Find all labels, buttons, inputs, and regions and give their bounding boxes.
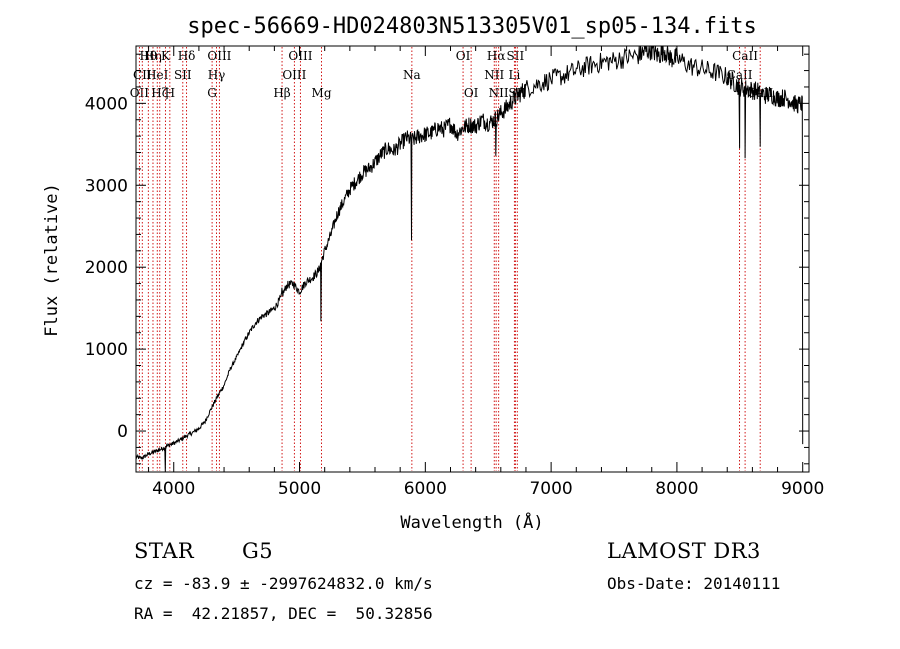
line-marker-label: Hγ: [208, 68, 226, 82]
line-marker-label: OI: [464, 86, 479, 100]
chart-title: spec-56669-HD024803N513305V01_sp05-134.f…: [187, 14, 757, 39]
line-marker-label: Hθ: [139, 49, 157, 63]
line-marker-label: NII: [484, 68, 504, 82]
x-tick-label: 8000: [655, 479, 698, 499]
line-marker-label: Li: [508, 68, 520, 82]
x-tick-label: 4000: [152, 479, 195, 499]
survey-name: LAMOST DR3: [607, 539, 761, 563]
object-subclass: G5: [242, 539, 274, 563]
line-marker-label: Hβ: [273, 86, 290, 100]
line-marker-label: OII: [130, 86, 150, 100]
line-marker-label: Hα: [487, 49, 506, 63]
y-tick-label: 1000: [85, 340, 128, 360]
line-marker-label: Na: [403, 68, 421, 82]
line-marker-label: NII: [489, 86, 509, 100]
y-tick-label: 3000: [85, 176, 128, 196]
line-marker-label: SII: [174, 68, 192, 82]
line-marker-label: Mg: [312, 86, 332, 100]
line-marker-label: Hζ: [151, 86, 168, 100]
coordinates: RA = 42.21857, DEC = 50.32856: [134, 604, 433, 623]
redshift-info: cz = -83.9 ± -2997624832.0 km/s: [134, 574, 433, 593]
axes: 4000 5000 6000 7000 8000 9000 0 1000 2000 3000 400…: [85, 46, 824, 499]
line-marker-label: OIII: [207, 49, 231, 63]
line-marker-label: H: [165, 86, 175, 100]
line-marker-label: OI: [456, 49, 471, 63]
y-axis-label: Flux (relative): [42, 183, 62, 337]
plot-frame: [135, 45, 810, 473]
line-marker-label: G: [207, 86, 217, 100]
y-tick-label: 2000: [85, 258, 128, 278]
line-marker-label: Hδ: [178, 49, 196, 63]
line-marker-label: OIII: [288, 49, 312, 63]
x-axis-label: Wavelength (Å): [400, 511, 543, 533]
line-marker-label: CII: [133, 68, 152, 82]
line-marker-label: CaII: [732, 49, 758, 63]
x-tick-label: 5000: [278, 479, 321, 499]
line-marker-label: OIII: [282, 68, 306, 82]
object-class: STAR: [134, 539, 195, 563]
line-marker-label: Hη: [144, 49, 162, 63]
x-tick-label: 7000: [529, 479, 572, 499]
line-marker-label: HeI: [146, 68, 169, 82]
x-tick-label: 9000: [781, 479, 824, 499]
line-marker-label: K: [161, 49, 171, 63]
y-tick-label: 0: [117, 422, 128, 442]
x-tick-label: 6000: [404, 479, 447, 499]
y-tick-label: 4000: [85, 94, 128, 114]
spectrum-series: [135, 45, 804, 473]
spectrum-line: [135, 45, 804, 473]
obs-date: Obs-Date: 20140111: [607, 574, 781, 593]
line-marker-label: SII: [507, 49, 525, 63]
